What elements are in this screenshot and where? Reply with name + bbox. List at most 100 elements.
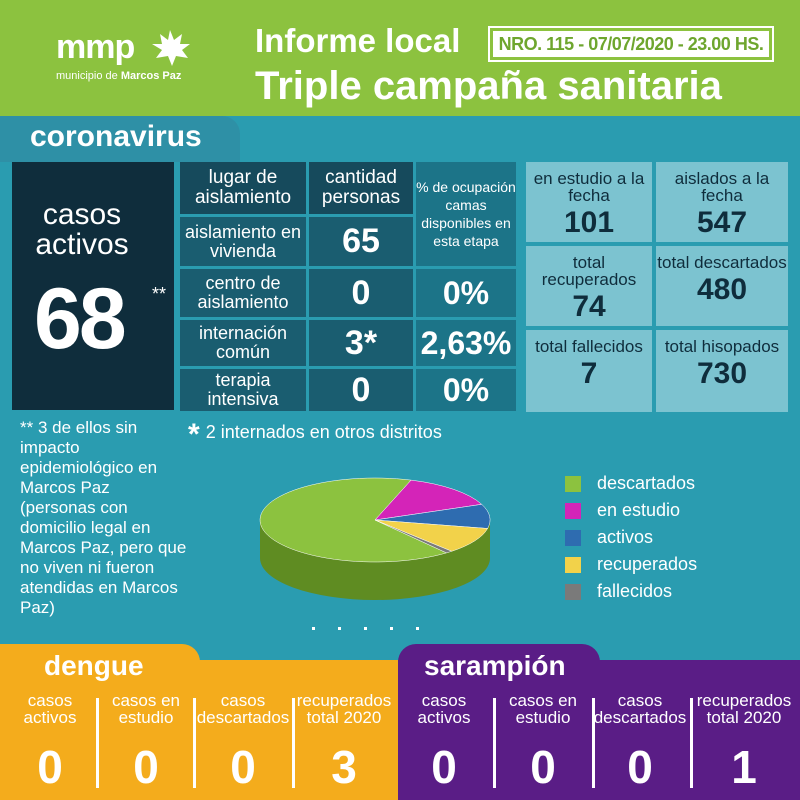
dengue-stat: recuperados total 2020 3 bbox=[292, 692, 396, 794]
sarampion-stat: casos descartados 0 bbox=[590, 692, 690, 794]
divider bbox=[292, 698, 295, 788]
stat-label: total recuperados bbox=[541, 253, 637, 289]
sarampion-stat-label: casos descartados bbox=[593, 691, 687, 727]
legend-label: activos bbox=[597, 527, 654, 547]
pie-mini-legend-dot bbox=[338, 627, 341, 630]
sarampion-stat-value: 0 bbox=[431, 741, 457, 793]
campaign-title: Triple campaña sanitaria bbox=[255, 64, 722, 108]
dengue-stat-value: 0 bbox=[133, 741, 159, 793]
stat-card: en estudio a la fecha 101 bbox=[526, 162, 652, 242]
legend-swatch bbox=[565, 502, 581, 519]
pie-mini-legend-dot bbox=[416, 627, 419, 630]
sarampion-stat: casos en estudio 0 bbox=[493, 692, 593, 794]
legend-label: en estudio bbox=[597, 500, 681, 520]
sarampion-stat: casos activos 0 bbox=[394, 692, 494, 794]
legend-item: descartados bbox=[565, 470, 697, 497]
pie-mini-legend-dot bbox=[364, 627, 367, 630]
dengue-stat-value: 3 bbox=[331, 741, 357, 793]
divider bbox=[96, 698, 99, 788]
legend-item: fallecidos bbox=[565, 578, 697, 605]
stat-card: total fallecidos 7 bbox=[526, 330, 652, 412]
stat-value: 101 bbox=[563, 206, 615, 239]
dengue-stat: casos en estudio 0 bbox=[96, 692, 196, 794]
dengue-stat: casos activos 0 bbox=[0, 692, 100, 794]
stat-value: 547 bbox=[696, 206, 748, 239]
table-row-count: 0 bbox=[309, 269, 413, 317]
leaf-icon bbox=[152, 30, 190, 66]
logo-text: mmp bbox=[56, 28, 135, 66]
divider bbox=[592, 698, 595, 788]
stat-card: total recuperados 74 bbox=[526, 246, 652, 326]
dengue-stat-label: casos en estudio bbox=[111, 691, 181, 727]
sarampion-stat-value: 0 bbox=[530, 741, 556, 793]
table-header-place: lugar de aislamiento bbox=[180, 162, 306, 214]
stat-label: aislados a la fecha bbox=[674, 169, 770, 205]
table-row-place: aislamiento en vivienda bbox=[180, 217, 306, 266]
legend-swatch bbox=[565, 556, 581, 573]
stat-value: 7 bbox=[580, 357, 598, 390]
sarampion-stat-label: recuperados total 2020 bbox=[696, 691, 792, 727]
sarampion-title: sarampión bbox=[424, 650, 566, 681]
stat-value: 74 bbox=[572, 290, 606, 323]
dengue-stat: casos descartados 0 bbox=[193, 692, 293, 794]
pie-slice-en-estudio bbox=[374, 479, 483, 521]
sarampion-stat-label: casos en estudio bbox=[508, 691, 578, 727]
active-cases-box: casos activos 68 ** bbox=[12, 162, 174, 410]
legend-swatch bbox=[565, 583, 581, 600]
table-row-pct: 0% bbox=[416, 369, 516, 411]
report-title: Informe local bbox=[255, 22, 461, 59]
dengue-stat-label: casos descartados bbox=[196, 691, 290, 727]
logo-subtitle: municipio de Marcos Paz bbox=[56, 70, 182, 82]
municipality-logo: mmp municipio de Marcos Paz bbox=[56, 28, 216, 88]
divider bbox=[690, 698, 693, 788]
footnote-double-asterisk: ** 3 de ellos sin impacto epidemiológico… bbox=[20, 418, 187, 617]
dengue-stat-label: casos activos bbox=[23, 691, 77, 727]
stat-value: 480 bbox=[696, 273, 748, 306]
legend-label: recuperados bbox=[597, 554, 698, 574]
report-number-badge: NRO. 115 - 07/07/2020 - 23.00 HS. bbox=[488, 26, 774, 62]
sarampion-stat-value: 1 bbox=[731, 741, 757, 793]
legend-item: activos bbox=[565, 524, 697, 551]
pie-slice-descartados bbox=[259, 477, 448, 563]
table-header-count: cantidad personas bbox=[309, 162, 413, 214]
divider bbox=[193, 698, 196, 788]
stat-label: total fallecidos bbox=[535, 337, 643, 356]
pie-mini-legend-dot bbox=[312, 627, 315, 630]
legend-swatch bbox=[565, 529, 581, 546]
stat-card: total descartados 480 bbox=[656, 246, 788, 326]
active-cases-marker: ** bbox=[152, 284, 167, 304]
legend-swatch bbox=[565, 475, 581, 492]
dengue-stat-value: 0 bbox=[230, 741, 256, 793]
pie-legend: descartados en estudio activos recuperados f… bbox=[565, 470, 697, 605]
stat-card: aislados a la fecha 547 bbox=[656, 162, 788, 242]
legend-label: descartados bbox=[597, 473, 696, 493]
table-header-pct: % de ocupación camas disponibles en esta… bbox=[416, 162, 516, 266]
legend-item: en estudio bbox=[565, 497, 697, 524]
table-row-count: 0 bbox=[309, 369, 413, 411]
table-row-place: terapia intensiva bbox=[180, 369, 306, 411]
sarampion-stat: recuperados total 2020 1 bbox=[690, 692, 798, 794]
dengue-stat-value: 0 bbox=[37, 741, 63, 793]
table-row-place: internación común bbox=[180, 320, 306, 366]
legend-label: fallecidos bbox=[597, 581, 673, 601]
table-row-place: centro de aislamiento bbox=[180, 269, 306, 317]
sarampion-stat-value: 0 bbox=[627, 741, 653, 793]
divider bbox=[493, 698, 496, 788]
sarampion-stat-label: casos activos bbox=[417, 691, 471, 727]
table-row-count: 65 bbox=[309, 217, 413, 266]
stat-card: total hisopados 730 bbox=[656, 330, 788, 412]
active-cases-value: 68 bbox=[34, 271, 127, 367]
header: mmp municipio de Marcos Paz Informe loca… bbox=[0, 0, 800, 116]
coronavirus-title: coronavirus bbox=[30, 120, 202, 153]
dengue-stat-label: recuperados total 2020 bbox=[296, 691, 392, 727]
pie-slice-fallecidos bbox=[374, 519, 453, 554]
table-row-count: 3* bbox=[309, 320, 413, 366]
dengue-section bbox=[0, 660, 400, 800]
pie-slice-recuperados bbox=[374, 519, 489, 552]
cases-pie-chart bbox=[259, 477, 491, 630]
stat-value: 730 bbox=[696, 357, 748, 390]
stat-label: total hisopados bbox=[664, 337, 780, 356]
table-row-pct: 0% bbox=[416, 269, 516, 317]
table-row-pct: 2,63% bbox=[416, 320, 516, 366]
footnote-single-asterisk: * 2 internados en otros distritos bbox=[188, 418, 442, 451]
